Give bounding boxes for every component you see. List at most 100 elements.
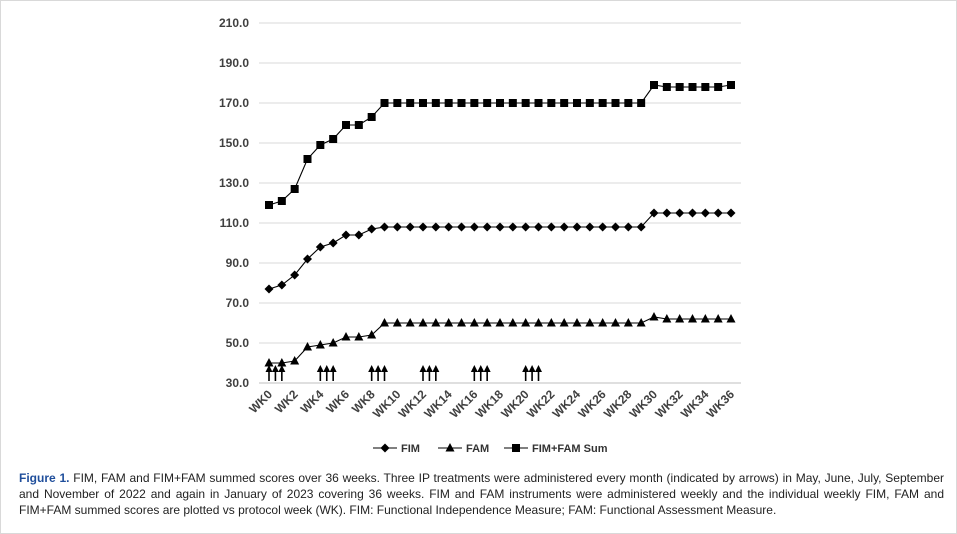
data-point — [534, 222, 543, 232]
x-tick-label: WK2 — [272, 387, 301, 416]
data-point — [290, 185, 299, 193]
y-tick-label: 110.0 — [220, 216, 250, 230]
treatment-arrow-head — [316, 365, 324, 372]
data-point — [572, 222, 582, 232]
data-point — [264, 284, 274, 294]
y-tick-label: 190.0 — [219, 56, 249, 70]
data-point — [303, 342, 312, 351]
data-point — [406, 99, 415, 107]
caption-text: FIM, FAM and FIM+FAM summed scores over … — [19, 471, 945, 517]
data-point — [431, 222, 441, 232]
data-point — [727, 81, 735, 89]
data-point — [328, 338, 338, 347]
data-point — [457, 222, 466, 232]
y-tick-label: 170.0 — [219, 96, 249, 110]
data-point — [547, 99, 556, 107]
data-point — [342, 121, 350, 129]
data-point — [354, 332, 364, 341]
treatment-arrow-head — [265, 365, 273, 372]
data-point — [598, 222, 608, 232]
data-point — [701, 83, 710, 91]
data-point — [341, 230, 351, 240]
data-point — [392, 318, 402, 327]
data-point — [572, 318, 582, 327]
data-point — [650, 81, 658, 89]
data-point — [713, 314, 723, 323]
treatment-arrow-head — [477, 365, 485, 372]
data-point — [483, 99, 492, 107]
data-point — [713, 208, 723, 218]
data-point — [380, 318, 389, 327]
data-point — [611, 99, 620, 107]
data-point — [534, 99, 543, 107]
data-point — [290, 356, 300, 365]
treatment-arrow-head — [535, 365, 542, 372]
x-tick-label: WK34 — [678, 387, 712, 421]
x-tick-label: WK28 — [601, 387, 635, 421]
y-tick-label: 50.0 — [226, 336, 250, 350]
x-tick-label: WK6 — [323, 387, 352, 416]
x-tick-label: WK22 — [524, 387, 558, 421]
treatment-arrow-head — [425, 365, 433, 372]
data-point — [495, 222, 505, 232]
treatment-arrow-head — [522, 365, 530, 372]
data-point — [546, 222, 556, 232]
x-tick-label: WK14 — [421, 387, 455, 421]
data-point — [496, 99, 504, 107]
data-point — [675, 208, 685, 218]
data-point — [508, 99, 517, 107]
x-tick-label: WK16 — [447, 387, 481, 421]
data-point — [636, 318, 646, 327]
treatment-arrow-head — [278, 365, 286, 372]
data-point — [521, 318, 531, 327]
data-point — [662, 314, 672, 323]
treatment-arrow-head — [432, 365, 440, 372]
data-point — [444, 318, 454, 327]
y-tick-label: 150.0 — [219, 136, 249, 150]
data-point — [470, 99, 479, 107]
data-point — [598, 99, 607, 107]
data-point — [559, 222, 569, 232]
data-point — [469, 318, 479, 327]
figure-label: Figure 1. — [19, 471, 70, 485]
treatment-arrow-head — [323, 365, 331, 372]
data-point — [649, 312, 659, 321]
data-point — [354, 230, 364, 240]
data-point — [341, 332, 351, 341]
x-tick-label: WK12 — [396, 387, 430, 421]
data-point — [418, 318, 428, 327]
y-tick-label: 70.0 — [226, 296, 250, 310]
data-point — [316, 141, 325, 149]
data-point — [675, 314, 685, 323]
data-point — [560, 99, 569, 107]
data-point — [675, 83, 684, 91]
data-point — [469, 222, 479, 232]
y-tick-label: 130.0 — [219, 176, 249, 190]
data-point — [637, 99, 646, 107]
data-point — [380, 222, 389, 232]
data-point — [264, 358, 274, 367]
data-point — [277, 358, 287, 367]
treatment-arrow-head — [374, 365, 382, 372]
y-tick-label: 210.0 — [219, 16, 249, 30]
data-point — [585, 99, 594, 107]
data-point — [636, 222, 646, 232]
data-point — [329, 135, 338, 143]
data-point — [649, 208, 659, 218]
data-point — [393, 99, 402, 107]
data-point — [303, 254, 312, 264]
data-point — [290, 270, 300, 280]
data-point — [700, 314, 710, 323]
data-point — [585, 318, 595, 327]
data-point — [662, 208, 672, 218]
data-point — [457, 318, 466, 327]
data-point — [559, 318, 569, 327]
data-point — [457, 99, 466, 107]
data-point — [521, 222, 531, 232]
data-point — [688, 208, 697, 218]
x-tick-label: WK18 — [473, 387, 507, 421]
figure-caption: Figure 1. FIM, FAM and FIM+FAM summed sc… — [19, 470, 944, 518]
data-point — [444, 222, 454, 232]
data-point — [315, 242, 325, 252]
